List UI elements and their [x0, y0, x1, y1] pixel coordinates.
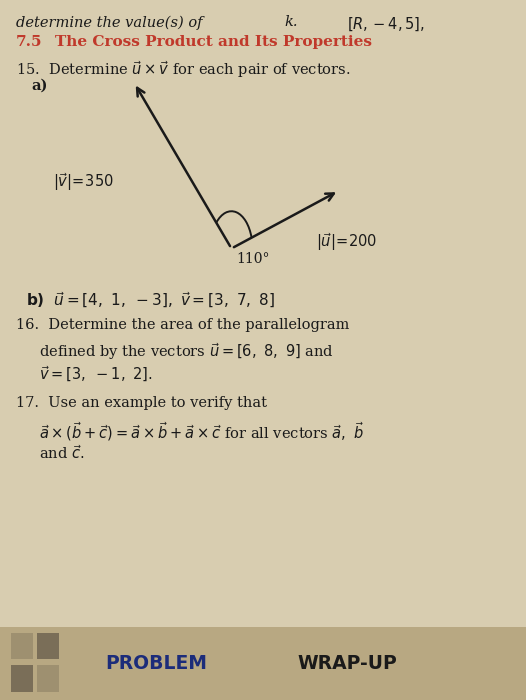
Text: defined by the vectors $\vec{u} = [6,\ 8,\ 9]$ and: defined by the vectors $\vec{u} = [6,\ 8…	[39, 342, 335, 363]
Text: PROBLEM: PROBLEM	[105, 654, 207, 673]
Text: 17.  Use an example to verify that: 17. Use an example to verify that	[16, 395, 267, 409]
Bar	[37, 665, 59, 692]
Text: 110°: 110°	[237, 252, 270, 266]
Text: $|\vec{u}|\!=\!200$: $|\vec{u}|\!=\!200$	[316, 231, 377, 253]
Text: $\vec{v} = [3,\ -1,\ 2].$: $\vec{v} = [3,\ -1,\ 2].$	[39, 365, 153, 384]
Bar	[0, 626, 526, 700]
Text: WRAP-UP: WRAP-UP	[297, 654, 397, 673]
Text: $|\vec{v}|\!=\!350$: $|\vec{v}|\!=\!350$	[53, 172, 113, 193]
Text: 16.  Determine the area of the parallelogram: 16. Determine the area of the parallelog…	[16, 318, 349, 332]
Text: determine the value(s) of: determine the value(s) of	[16, 15, 207, 30]
Text: The Cross Product and Its Properties: The Cross Product and Its Properties	[55, 35, 372, 49]
Text: 15.  Determine $\vec{u} \times \vec{v}$ for each pair of vectors.: 15. Determine $\vec{u} \times \vec{v}$ f…	[16, 59, 350, 80]
Bar	[37, 633, 59, 659]
Text: $[R, -4, 5],$: $[R, -4, 5],$	[347, 15, 425, 33]
Text: and $\vec{c}.$: and $\vec{c}.$	[39, 444, 85, 462]
Text: $\mathbf{b)}$  $\vec{u} = [4,\ 1,\ -3],\ \vec{v} = [3,\ 7,\ 8]$: $\mathbf{b)}$ $\vec{u} = [4,\ 1,\ -3],\ …	[26, 290, 275, 310]
Text: a): a)	[32, 79, 48, 93]
Text: k.: k.	[284, 15, 298, 29]
Text: $\vec{a}\times(\vec{b}+\vec{c})=\vec{a}\times\vec{b}+\vec{a}\times\vec{c}$ for a: $\vec{a}\times(\vec{b}+\vec{c})=\vec{a}\…	[39, 420, 365, 443]
Bar	[11, 665, 33, 692]
Text: 7.5: 7.5	[16, 35, 42, 49]
Bar	[11, 633, 33, 659]
